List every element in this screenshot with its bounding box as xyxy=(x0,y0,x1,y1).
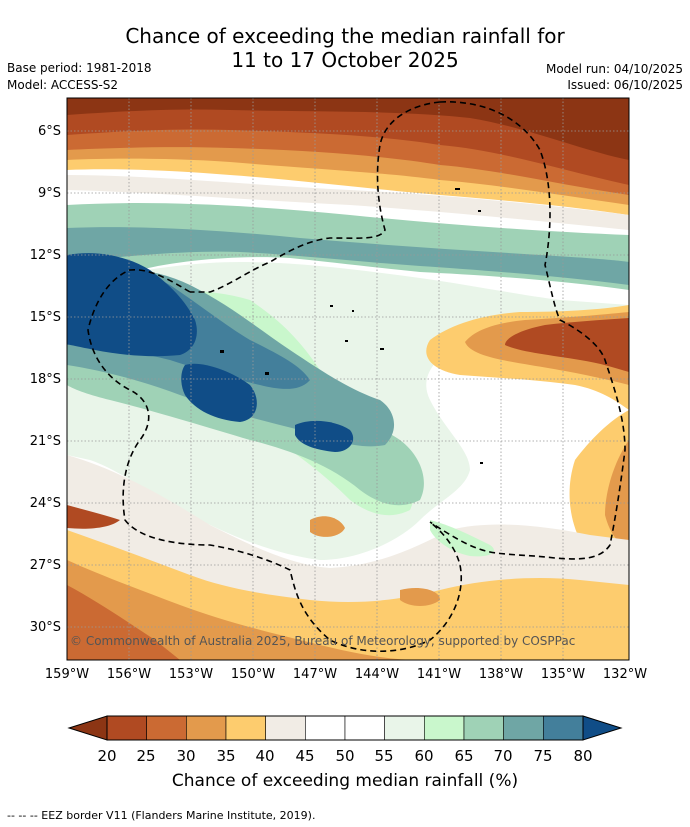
south-dry-30 xyxy=(67,585,180,660)
colorbar-tick-label: 70 xyxy=(493,747,513,765)
lat-label: 15°S xyxy=(29,310,61,325)
colorbar-frame xyxy=(106,715,584,741)
colorbar-tick-label: 35 xyxy=(216,747,236,765)
east-dry-25 xyxy=(505,318,629,372)
lon-label: 141°W xyxy=(416,667,462,682)
lat-label: 6°S xyxy=(37,124,61,139)
lat-label: 27°S xyxy=(29,558,61,573)
colorbar-cell xyxy=(543,715,584,741)
lat-label: 30°S xyxy=(29,620,61,635)
model-run-label: Model run: 04/10/2025 xyxy=(545,62,683,76)
wet-band-70 xyxy=(67,227,629,285)
colorbar-cell xyxy=(384,715,425,741)
eez-borders xyxy=(87,101,626,652)
colorbar-tick-label: 80 xyxy=(573,747,593,765)
colorbar-tick-label: 40 xyxy=(255,747,275,765)
lon-label: 132°W xyxy=(602,667,648,682)
base-period-label: Base period: 1981-2018 xyxy=(7,61,152,75)
rainfall-map-area xyxy=(67,98,629,660)
colorbar-tick-label: 25 xyxy=(136,747,156,765)
south-dry-blob xyxy=(310,516,345,537)
colorbar-cell xyxy=(225,715,266,741)
colorbar-cell xyxy=(106,715,147,741)
colorbar-low-arrow xyxy=(67,715,108,741)
lon-label: 147°W xyxy=(292,667,338,682)
map-frame xyxy=(66,97,630,661)
islands xyxy=(220,188,483,464)
lon-label: 150°W xyxy=(230,667,276,682)
lon-label: 159°W xyxy=(44,667,90,682)
neutral-band xyxy=(67,175,629,230)
colorbar-cell xyxy=(305,715,346,741)
colorbar xyxy=(67,715,623,741)
wet-blob-80 xyxy=(181,363,257,422)
colorbar-cell xyxy=(186,715,227,741)
wet-blob-80b xyxy=(295,420,354,452)
colorbar-title: Chance of exceeding median rainfall (%) xyxy=(171,771,519,791)
dry-band-20 xyxy=(67,98,629,160)
lat-label: 24°S xyxy=(29,496,61,511)
colorbar-cell xyxy=(265,715,306,741)
gridlines xyxy=(67,98,629,660)
eez-footnote: -- -- -- EEZ border V11 (Flanders Marine… xyxy=(7,809,316,822)
colorbar-cell xyxy=(344,715,385,741)
colorbar-tick-label: 75 xyxy=(533,747,553,765)
lat-label: 18°S xyxy=(29,372,61,387)
south-dry-25 xyxy=(67,505,120,529)
colorbar-cell xyxy=(424,715,465,741)
colorbar-cell xyxy=(146,715,187,741)
issued-label: Issued: 06/10/2025 xyxy=(567,78,683,92)
lat-label: 21°S xyxy=(29,434,61,449)
wet-band-80 xyxy=(67,253,197,357)
colorbar-cell xyxy=(503,715,544,741)
colorbar-cell xyxy=(463,715,504,741)
colorbar-tick-label: 45 xyxy=(295,747,315,765)
model-label: Model: ACCESS-S2 xyxy=(7,78,119,92)
lon-label: 144°W xyxy=(354,667,400,682)
colorbar-high-arrow xyxy=(582,715,623,741)
colorbar-tick-label: 55 xyxy=(374,747,394,765)
colorbar-tick-label: 30 xyxy=(176,747,196,765)
lon-label: 153°W xyxy=(168,667,214,682)
colorbar-tick-label: 50 xyxy=(335,747,355,765)
lon-label: 138°W xyxy=(478,667,524,682)
map-title-line2: 11 to 17 October 2025 xyxy=(231,48,459,72)
lat-label: 12°S xyxy=(29,248,61,263)
lon-label: 135°W xyxy=(540,667,586,682)
lat-label: 9°S xyxy=(37,186,61,201)
colorbar-tick-label: 20 xyxy=(97,747,117,765)
copyright-notice: © Commonwealth of Australia 2025, Bureau… xyxy=(70,634,576,648)
south-dry-blob2 xyxy=(400,588,440,606)
colorbar-tick-label: 65 xyxy=(454,747,474,765)
se-wet-60 xyxy=(430,520,494,557)
map-title-line1: Chance of exceeding the median rainfall … xyxy=(125,24,565,48)
colorbar-tick-label: 60 xyxy=(414,747,434,765)
south-dry-35 xyxy=(67,560,420,660)
lon-label: 156°W xyxy=(106,667,152,682)
